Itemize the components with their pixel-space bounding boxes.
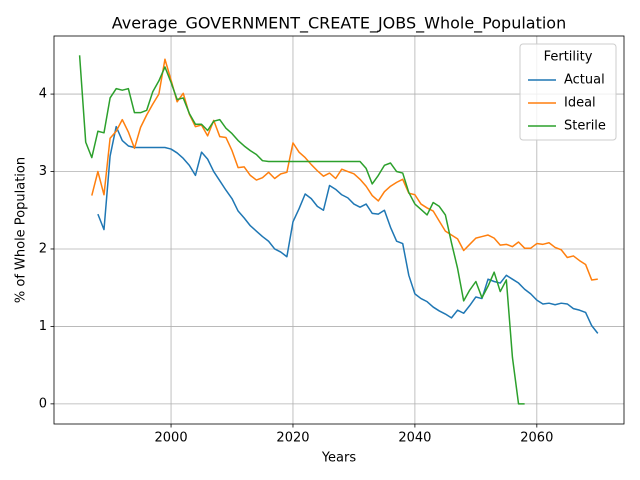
y-tick-label: 3	[39, 164, 47, 179]
y-axis-label: % of Whole Population	[14, 157, 29, 303]
x-tick-label: 2000	[155, 431, 188, 446]
legend-label: Sterile	[564, 119, 606, 134]
y-tick-label: 2	[39, 241, 47, 256]
y-tick-label: 1	[39, 319, 47, 334]
y-tick-label: 4	[39, 87, 47, 102]
line-series	[97, 125, 599, 334]
plot-frame	[53, 35, 625, 425]
y-tick-label: 0	[39, 396, 47, 411]
legend-label: Actual	[564, 73, 605, 88]
x-axis-label: Years	[321, 451, 357, 466]
chart-title: Average_GOVERNMENT_CREATE_JOBS_Whole_Pop…	[112, 14, 566, 34]
legend-box	[519, 43, 617, 141]
legend-title: Fertility	[544, 50, 593, 65]
x-tick-label: 2060	[520, 431, 553, 446]
legend-label: Ideal	[564, 96, 596, 111]
line-series	[78, 55, 525, 405]
x-tick-label: 2020	[276, 431, 309, 446]
x-tick-label: 2040	[398, 431, 431, 446]
